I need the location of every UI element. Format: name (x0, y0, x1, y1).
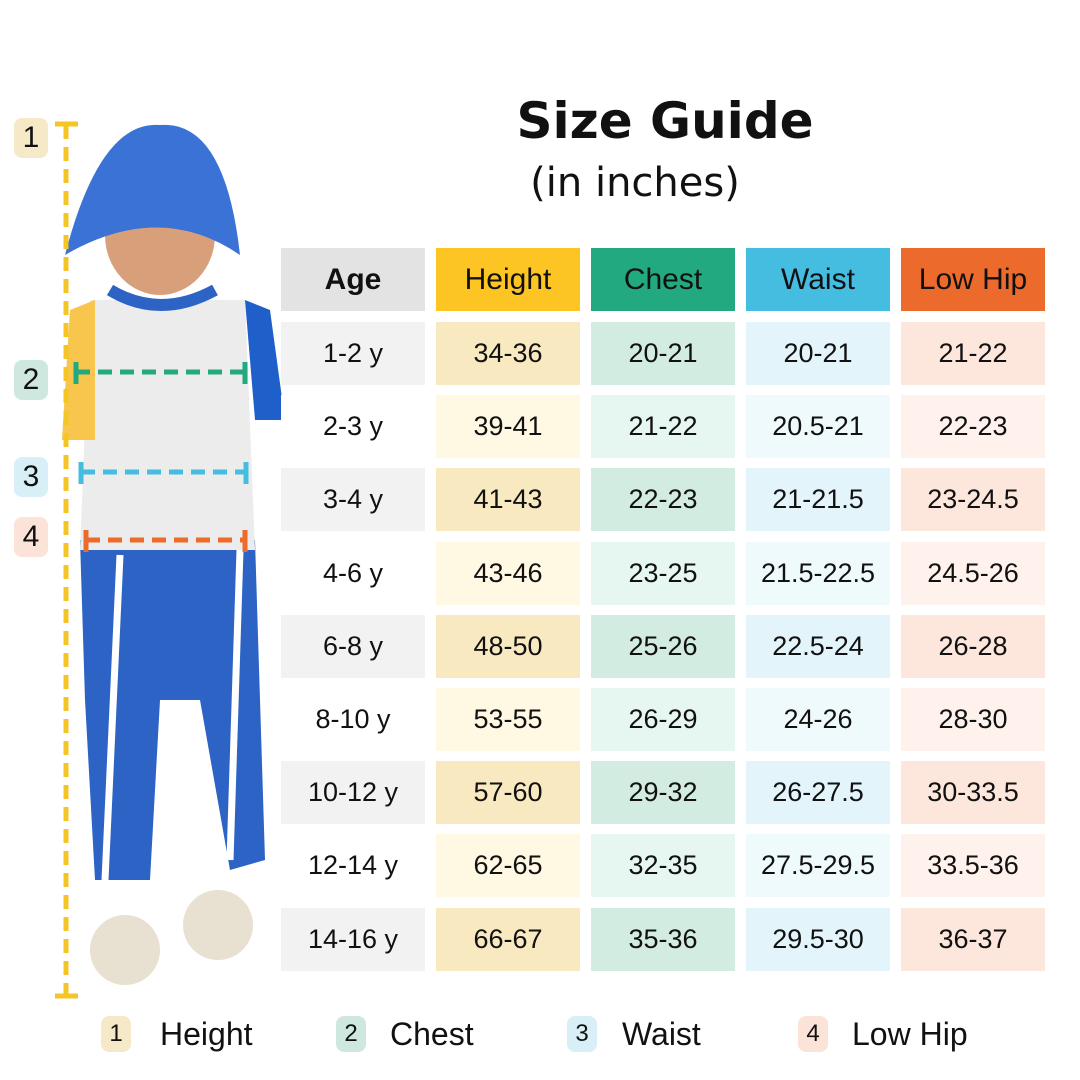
cell-height: 66-67 (436, 907, 580, 971)
cell-waist: 24-26 (746, 688, 890, 751)
marker-chest: 2 (14, 360, 48, 400)
cell-low-hip: 24.5-26 (901, 541, 1045, 605)
cell-waist: 27.5-29.5 (746, 834, 890, 898)
column-header-waist: Waist (746, 248, 890, 311)
waist-measure-line (78, 462, 249, 484)
page-subtitle: (in inches) (530, 160, 740, 206)
cell-low-hip: 33.5-36 (901, 834, 1045, 898)
column-header-chest: Chest (591, 248, 735, 311)
cell-low-hip: 36-37 (901, 907, 1045, 971)
column-header-height: Height (436, 248, 580, 311)
cell-height: 41-43 (436, 468, 580, 532)
cell-chest: 21-22 (591, 395, 735, 459)
cell-chest: 22-23 (591, 468, 735, 532)
height-measure-line (55, 121, 78, 999)
cell-age: 3-4 y (281, 468, 425, 532)
chest-measure-line (73, 362, 248, 384)
cell-chest: 35-36 (591, 907, 735, 971)
cell-chest: 25-26 (591, 614, 735, 678)
legend-label-height: Height (160, 1016, 253, 1052)
cell-age: 10-12 y (281, 761, 425, 825)
cell-height: 34-36 (436, 322, 580, 385)
cell-low-hip: 28-30 (901, 688, 1045, 751)
cell-age: 14-16 y (281, 907, 425, 971)
column-header-age: Age (281, 248, 425, 311)
cell-waist: 22.5-24 (746, 614, 890, 678)
legend-badge-waist: 3 (567, 1016, 597, 1052)
cell-height: 57-60 (436, 761, 580, 825)
cell-chest: 23-25 (591, 541, 735, 605)
cell-height: 39-41 (436, 395, 580, 459)
cell-age: 4-6 y (281, 541, 425, 605)
cell-age: 2-3 y (281, 395, 425, 459)
cell-low-hip: 22-23 (901, 395, 1045, 459)
cell-low-hip: 26-28 (901, 614, 1045, 678)
cell-waist: 29.5-30 (746, 907, 890, 971)
cell-waist: 20.5-21 (746, 395, 890, 459)
cell-waist: 20-21 (746, 322, 890, 385)
cell-chest: 29-32 (591, 761, 735, 825)
legend-badge-low-hip: 4 (798, 1016, 828, 1052)
cell-low-hip: 30-33.5 (901, 761, 1045, 825)
legend-label-waist: Waist (622, 1016, 701, 1052)
cell-age: 1-2 y (281, 322, 425, 385)
cell-waist: 21.5-22.5 (746, 541, 890, 605)
cell-age: 6-8 y (281, 614, 425, 678)
legend-badge-height: 1 (101, 1016, 131, 1052)
cell-chest: 26-29 (591, 688, 735, 751)
marker-low-hip: 4 (14, 517, 48, 557)
cell-low-hip: 23-24.5 (901, 468, 1045, 532)
marker-height: 1 (14, 118, 48, 158)
cell-waist: 26-27.5 (746, 761, 890, 825)
cell-low-hip: 21-22 (901, 322, 1045, 385)
marker-waist: 3 (14, 457, 48, 497)
cell-chest: 32-35 (591, 834, 735, 898)
cell-height: 53-55 (436, 688, 580, 751)
column-header-low-hip: Low Hip (901, 248, 1045, 311)
cell-age: 12-14 y (281, 834, 425, 898)
legend-label-low-hip: Low Hip (852, 1016, 968, 1052)
cell-age: 8-10 y (281, 688, 425, 751)
low-hip-measure-line (83, 530, 248, 552)
page-title: Size Guide (516, 92, 814, 150)
legend-label-chest: Chest (390, 1016, 474, 1052)
cell-chest: 20-21 (591, 322, 735, 385)
legend-badge-chest: 2 (336, 1016, 366, 1052)
cell-height: 48-50 (436, 614, 580, 678)
cell-height: 43-46 (436, 541, 580, 605)
cell-height: 62-65 (436, 834, 580, 898)
cell-waist: 21-21.5 (746, 468, 890, 532)
